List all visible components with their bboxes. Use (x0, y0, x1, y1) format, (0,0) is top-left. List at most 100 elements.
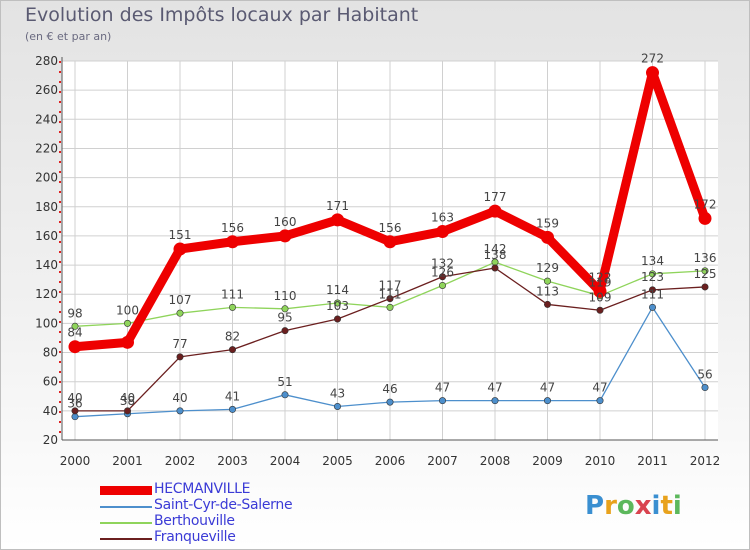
data-point-hecmanville (173, 242, 187, 256)
logo-letter: i (672, 491, 682, 521)
data-label-franqueville: 132 (431, 257, 454, 271)
data-point-berthouville (281, 305, 289, 313)
data-label-franqueville: 77 (172, 337, 187, 351)
y-tick-label: 260 (35, 83, 58, 97)
data-point-saint-cyr-de-salerne (333, 402, 341, 410)
data-label-berthouville: 98 (67, 306, 82, 320)
x-tick-label: 2007 (427, 454, 458, 468)
data-label-franqueville: 123 (641, 270, 664, 284)
data-label-berthouville: 114 (326, 283, 349, 297)
data-label-hecmanville: 84 (67, 326, 82, 340)
data-point-saint-cyr-de-salerne (543, 397, 551, 405)
data-label-berthouville: 129 (536, 261, 559, 275)
data-point-hecmanville (698, 211, 712, 225)
data-point-berthouville (701, 267, 709, 275)
logo-letter: x (634, 491, 652, 521)
data-point-hecmanville (646, 66, 659, 80)
data-point-franqueville (543, 300, 551, 308)
legend-swatch (100, 538, 152, 540)
data-point-berthouville (333, 299, 341, 307)
x-tick-label: 2012 (690, 454, 721, 468)
data-point-saint-cyr-de-salerne (71, 413, 79, 421)
data-point-berthouville (438, 281, 446, 289)
data-label-saint-cyr-de-salerne: 38 (120, 394, 135, 408)
data-label-berthouville: 107 (169, 293, 192, 307)
data-label-hecmanville: 156 (221, 221, 244, 235)
data-label-franqueville: 103 (326, 299, 349, 313)
data-label-saint-cyr-de-salerne: 41 (225, 389, 240, 403)
data-label-berthouville: 110 (274, 289, 297, 303)
legend-swatch (100, 506, 152, 508)
x-tick-label: 2001 (112, 454, 143, 468)
chart-title: Evolution des Impôts locaux par Habitant (25, 4, 419, 26)
data-label-saint-cyr-de-salerne: 111 (641, 287, 664, 301)
data-label-saint-cyr-de-salerne: 47 (487, 381, 502, 395)
y-tick-label: 40 (43, 404, 58, 418)
data-label-saint-cyr-de-salerne: 40 (172, 391, 187, 405)
data-label-hecmanville: 172 (694, 197, 717, 211)
x-tick-label: 2005 (322, 454, 353, 468)
legend-swatch (100, 522, 152, 524)
y-tick-label: 280 (35, 54, 58, 68)
data-point-hecmanville (436, 225, 449, 239)
x-tick-label: 2008 (480, 454, 511, 468)
data-label-berthouville: 100 (116, 303, 139, 317)
legend-label: Franqueville (154, 529, 236, 545)
data-label-berthouville: 119 (589, 276, 612, 290)
y-tick-label: 80 (43, 346, 58, 360)
data-point-saint-cyr-de-salerne (648, 303, 656, 311)
logo-letter: o (616, 491, 635, 521)
data-label-saint-cyr-de-salerne: 46 (382, 382, 397, 396)
x-tick-label: 2004 (270, 454, 301, 468)
data-point-berthouville (229, 303, 237, 311)
series-lines (68, 66, 712, 421)
y-tick-label: 240 (35, 112, 58, 126)
data-point-hecmanville (331, 213, 344, 227)
data-point-saint-cyr-de-salerne (386, 398, 394, 406)
data-point-saint-cyr-de-salerne (229, 405, 237, 413)
legend-label: Saint-Cyr-de-Salerne (154, 497, 293, 513)
data-point-saint-cyr-de-salerne (438, 397, 446, 405)
data-point-saint-cyr-de-salerne (701, 384, 709, 392)
data-label-saint-cyr-de-salerne: 43 (330, 386, 345, 400)
x-tick-label: 2003 (217, 454, 248, 468)
data-label-saint-cyr-de-salerne: 56 (697, 368, 712, 382)
data-point-franqueville (648, 286, 656, 294)
data-point-saint-cyr-de-salerne (596, 397, 604, 405)
data-label-franqueville: 40 (120, 391, 135, 405)
data-point-hecmanville (121, 335, 134, 349)
data-label-franqueville: 117 (379, 279, 402, 293)
data-point-saint-cyr-de-salerne (491, 397, 499, 405)
data-label-saint-cyr-de-salerne: 51 (277, 375, 292, 389)
chart-subtitle: (en € et par an) (25, 30, 112, 43)
data-point-hecmanville (226, 235, 239, 249)
data-point-berthouville (543, 277, 551, 285)
logo-letter: r (604, 491, 617, 521)
legend-label: Berthouville (154, 513, 235, 529)
x-tick-label: 2009 (532, 454, 563, 468)
data-point-saint-cyr-de-salerne (176, 407, 184, 415)
data-label-franqueville: 138 (484, 248, 507, 262)
data-label-franqueville: 109 (589, 290, 612, 304)
y-tick-label: 200 (35, 171, 58, 185)
data-point-hecmanville (593, 284, 607, 298)
data-point-franqueville (596, 306, 604, 314)
data-label-saint-cyr-de-salerne: 36 (67, 397, 82, 411)
data-label-hecmanville: 177 (484, 190, 507, 204)
data-label-saint-cyr-de-salerne: 47 (540, 381, 555, 395)
data-label-hecmanville: 151 (169, 228, 192, 242)
data-label-hecmanville: 159 (536, 216, 559, 230)
y-tick-label: 180 (35, 200, 58, 214)
data-point-hecmanville (488, 204, 502, 218)
data-label-berthouville: 134 (641, 254, 664, 268)
x-tick-label: 2000 (60, 454, 91, 468)
axes: 20 40 60 80 100 120 140 160 180 200 220 240 260 280 20… (35, 54, 720, 468)
data-point-franqueville (124, 407, 132, 415)
data-point-franqueville (71, 407, 79, 415)
data-label-hecmanville: 160 (274, 215, 297, 229)
data-label-berthouville: 136 (694, 251, 717, 265)
data-point-berthouville (71, 322, 79, 330)
data-label-franqueville: 95 (277, 311, 292, 325)
y-tick-label: 20 (43, 433, 58, 447)
